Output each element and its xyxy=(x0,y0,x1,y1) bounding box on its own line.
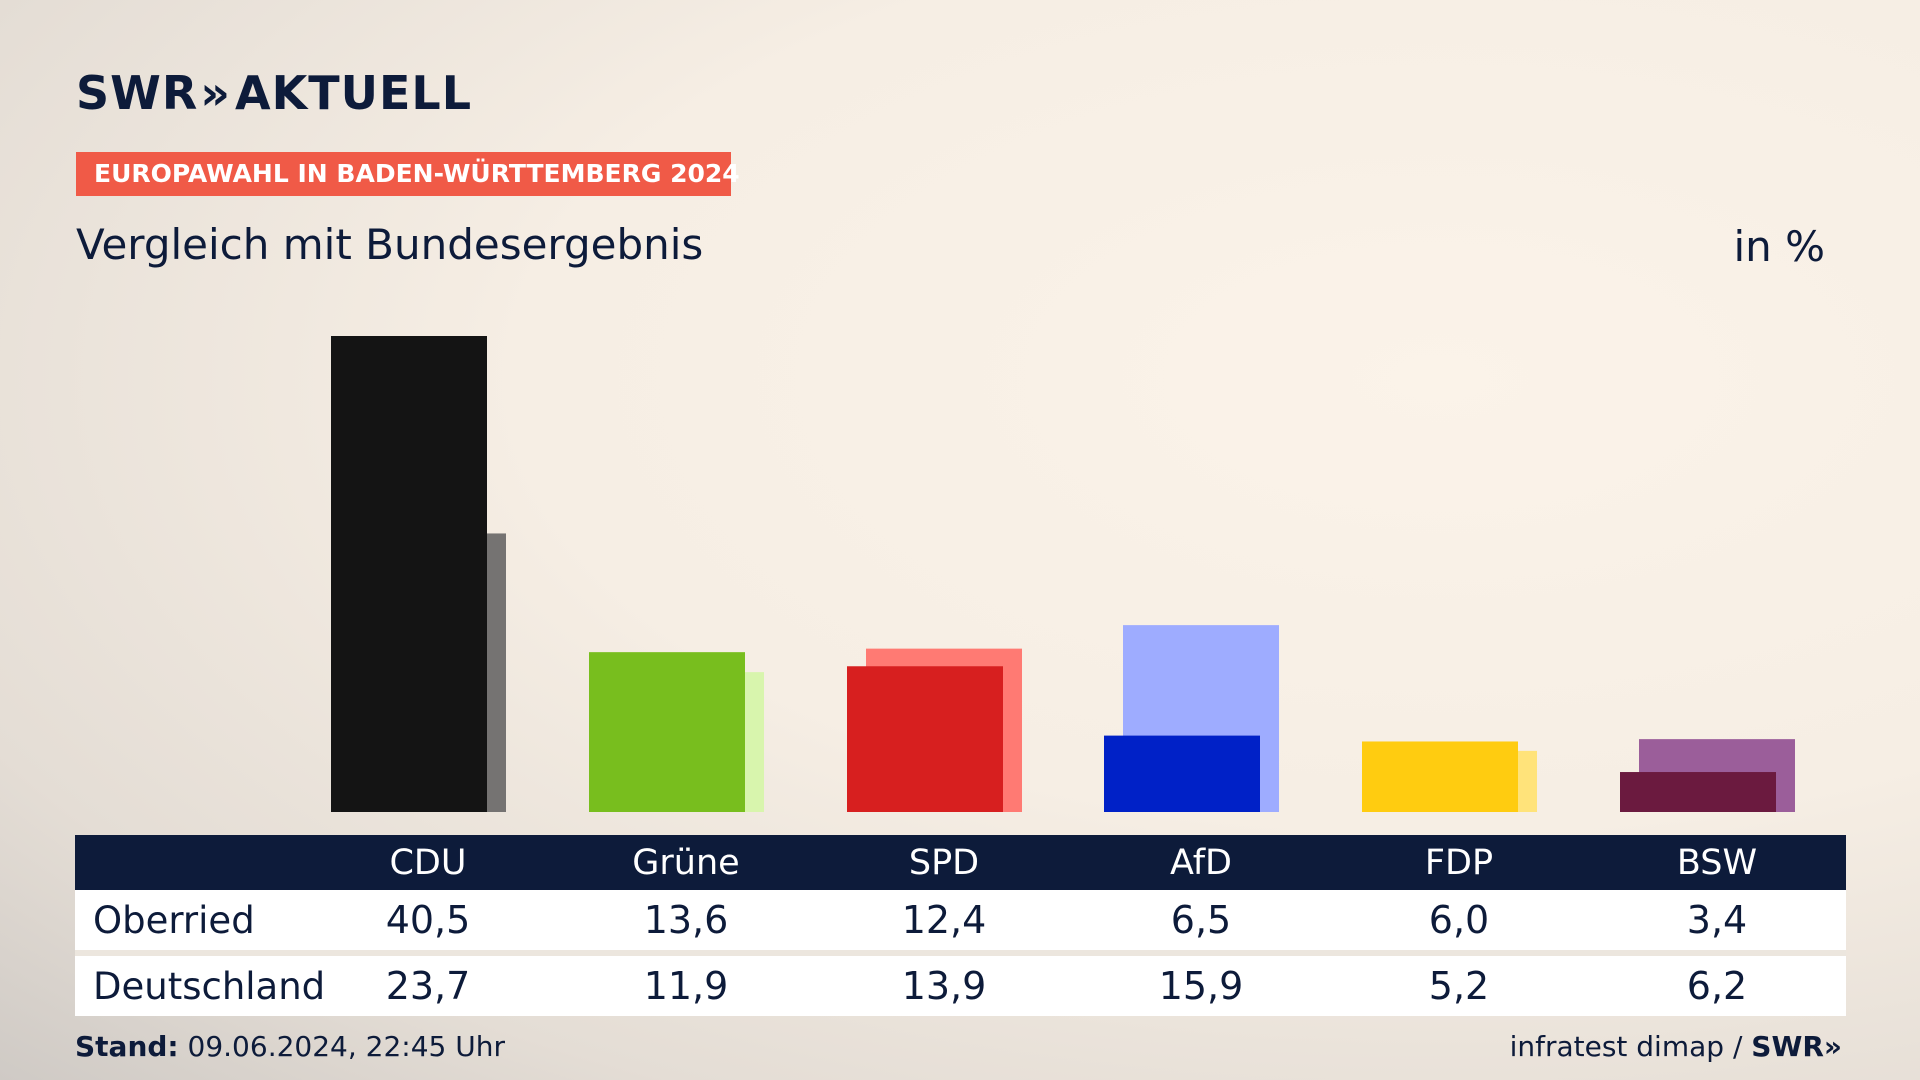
table-cell: 11,9 xyxy=(643,964,729,1008)
row-label: Deutschland xyxy=(93,964,326,1008)
timestamp: Stand: 09.06.2024, 22:45 Uhr xyxy=(75,1030,505,1063)
chart-subtitle: Vergleich mit Bundesergebnis xyxy=(76,220,704,269)
stand-label: Stand: xyxy=(75,1030,179,1063)
column-header-3: AfD xyxy=(1170,842,1232,883)
row-label: Oberried xyxy=(93,898,255,942)
bar-oberried-1 xyxy=(589,652,745,812)
table-cell: 6,5 xyxy=(1170,898,1232,942)
logo-arrows-icon: » xyxy=(200,66,232,120)
logo-aktuell: AKTUELL xyxy=(235,66,473,120)
bar-oberried-3 xyxy=(1104,735,1260,812)
table-cell: 13,9 xyxy=(901,964,987,1008)
table-cell: 6,2 xyxy=(1686,964,1748,1008)
table-cell: 3,4 xyxy=(1686,898,1748,942)
bar-oberried-0 xyxy=(331,336,487,812)
column-header-2: SPD xyxy=(908,842,980,883)
bar-oberried-5 xyxy=(1620,772,1776,812)
column-header-5: BSW xyxy=(1676,842,1758,883)
table-header-row: CDU Grüne SPD AfD FDP BSW xyxy=(75,835,1846,890)
column-header-0: CDU xyxy=(389,842,467,883)
results-table: CDU Grüne SPD AfD FDP BSW Oberried 40,5 13,6 12,… xyxy=(75,835,1846,1016)
table-row-0: Oberried 40,5 13,6 12,4 6,5 6,0 3,4 xyxy=(75,890,1846,956)
election-badge: EUROPAWAHL IN BADEN-WÜRTTEMBERG 2024 xyxy=(76,152,740,196)
table-cell: 12,4 xyxy=(901,898,987,942)
table-cell: 6,0 xyxy=(1428,898,1490,942)
column-header-1: Grüne xyxy=(632,842,740,883)
swr-aktuell-logo: SWR»AKTUELL xyxy=(76,66,472,120)
stand-value: 09.06.2024, 22:45 Uhr xyxy=(187,1030,505,1063)
table-cell: 5,2 xyxy=(1428,964,1490,1008)
table-cell: 23,7 xyxy=(385,964,471,1008)
source-brand: SWR» xyxy=(1751,1030,1842,1063)
bar-oberried-2 xyxy=(847,666,1003,812)
logo-swr: SWR xyxy=(76,66,199,120)
table-cell: 13,6 xyxy=(643,898,729,942)
table-row-1: Deutschland 23,7 11,9 13,9 15,9 5,2 6,2 xyxy=(75,956,1846,1016)
table-cell: 15,9 xyxy=(1158,964,1244,1008)
table-cell: 40,5 xyxy=(385,898,471,942)
bar-oberried-4 xyxy=(1362,741,1518,812)
column-header-4: FDP xyxy=(1424,842,1494,883)
source-credit: infratest dimap / SWR» xyxy=(1510,1030,1842,1063)
source-text: infratest dimap / xyxy=(1509,1030,1743,1063)
unit-label: in % xyxy=(1733,222,1825,271)
